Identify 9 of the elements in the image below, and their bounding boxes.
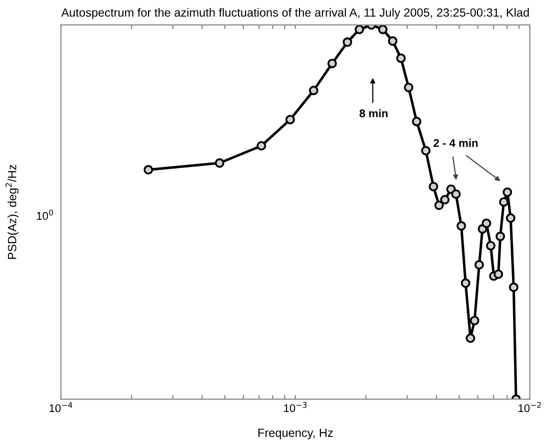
x-tick-label: 10$^{−4}$ <box>50 402 72 412</box>
annotation: 2 - 4 min <box>434 138 478 147</box>
x-tick-label: 10$^{−3}$ <box>284 402 307 412</box>
x-tick-label: 10$^{−2}$ <box>518 402 541 412</box>
annotation: 8 min <box>360 109 388 118</box>
x-axis-title: Frequency, Hz <box>258 428 333 440</box>
y-axis-title: PSD(Az), deg$^{2}$/Hz <box>6 164 19 259</box>
chart-title: Autospectrum for the azimuth fluctuations of the arrival A, 11 July 2005, 23:25-00:31, Klad <box>61 8 529 20</box>
text: 10$^{0}$ <box>36 210 54 220</box>
